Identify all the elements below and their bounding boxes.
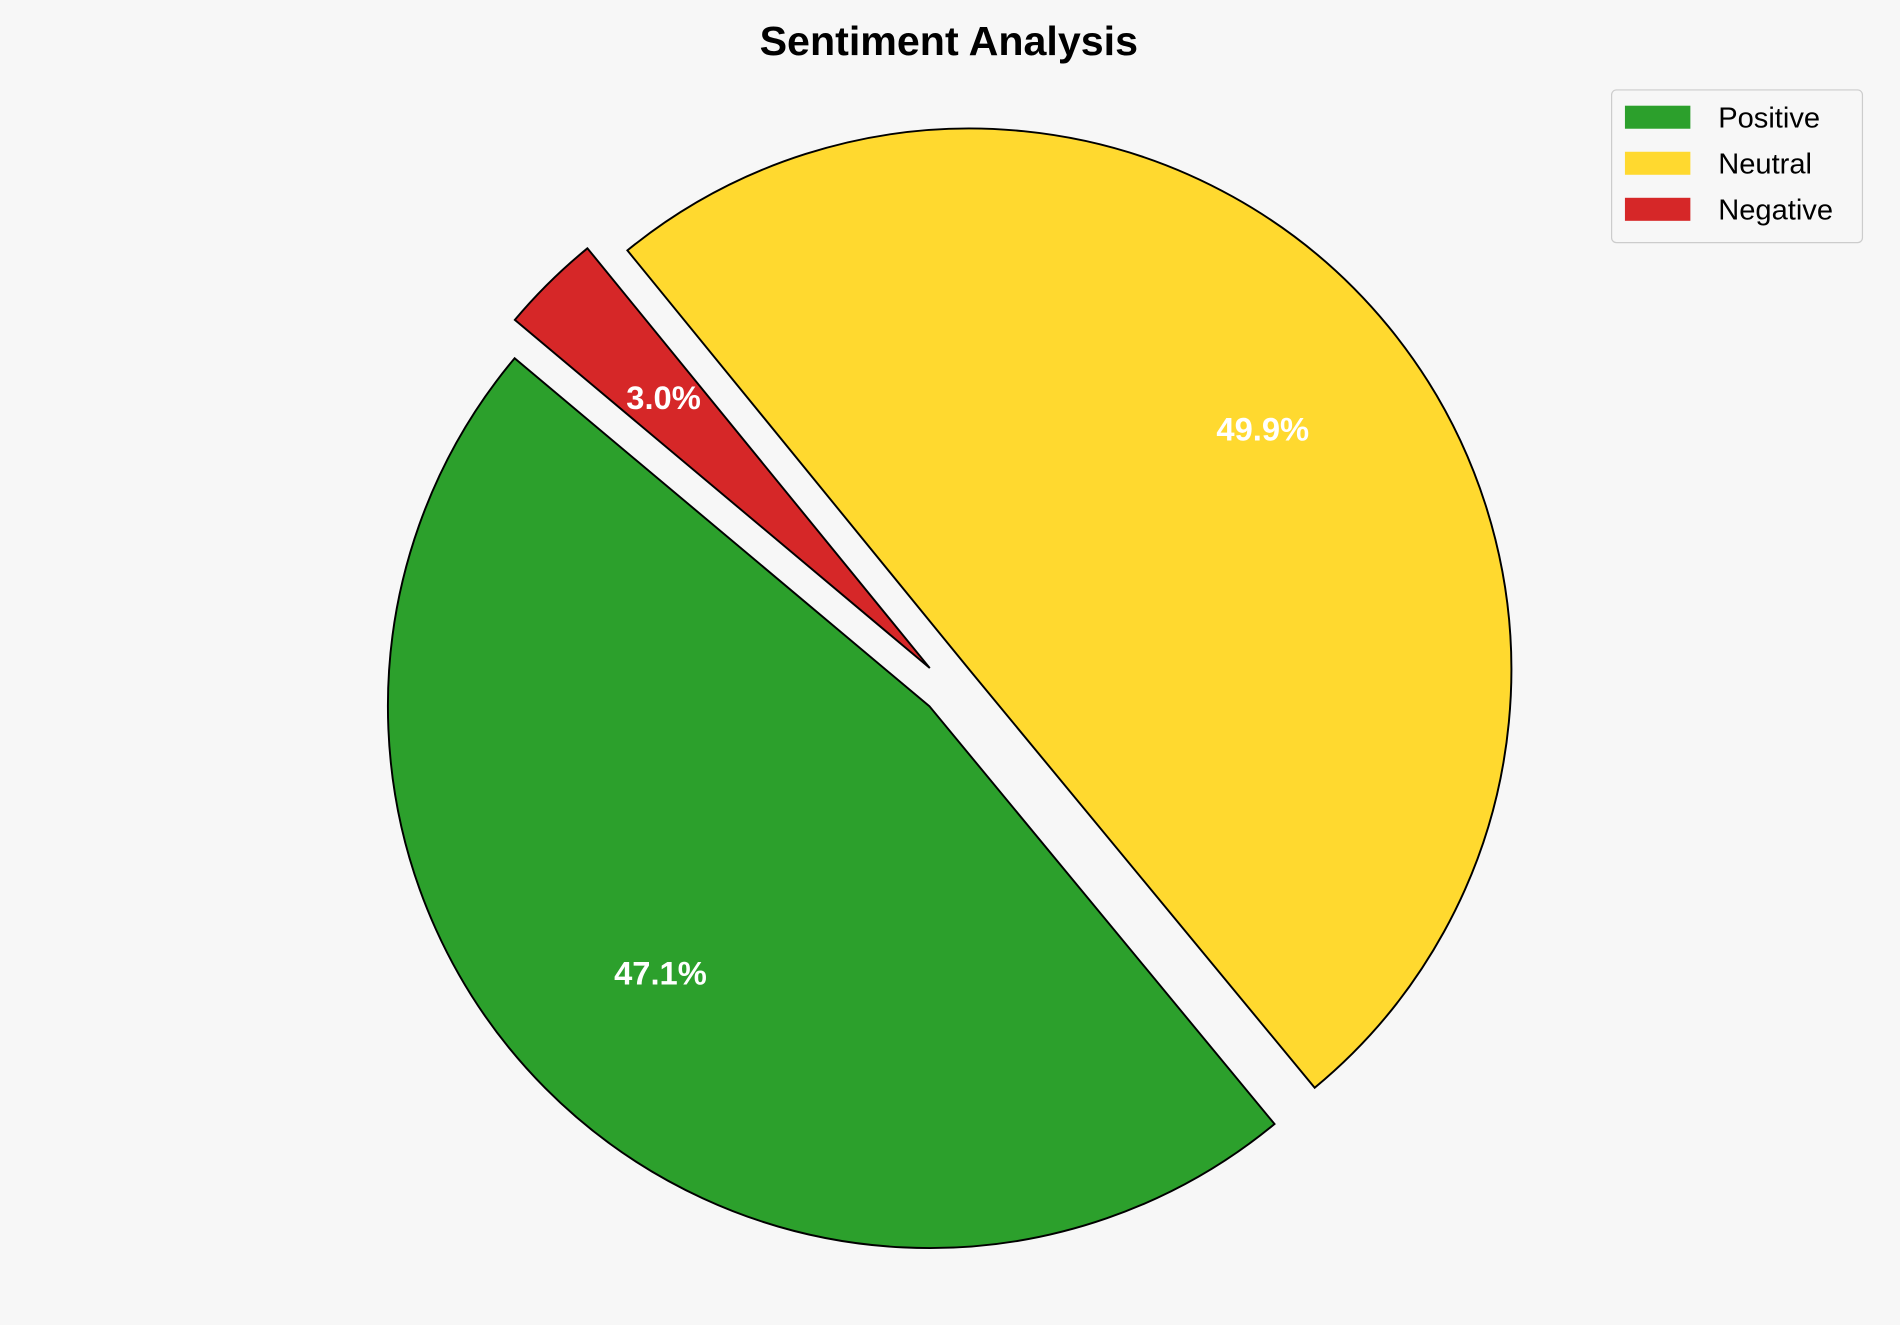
legend-label-neutral: Neutral [1718,149,1812,181]
legend-swatch-positive [1624,105,1691,129]
legend: Positive Neutral Negative [1611,89,1864,244]
pie-slice-positive [387,356,1276,1249]
legend-swatch-neutral [1624,151,1691,175]
legend-label-negative: Negative [1718,195,1833,227]
pct-label-negative: 3.0% [626,379,701,416]
pie-slice-neutral [626,127,1512,1090]
pct-label-neutral: 49.9% [1216,411,1309,448]
pie-slice-negative [513,246,931,669]
legend-label-positive: Positive [1718,103,1820,135]
pct-label-positive: 47.1% [614,954,707,991]
chart-title: Sentiment Analysis [760,18,1138,64]
legend-swatch-negative [1624,197,1691,221]
